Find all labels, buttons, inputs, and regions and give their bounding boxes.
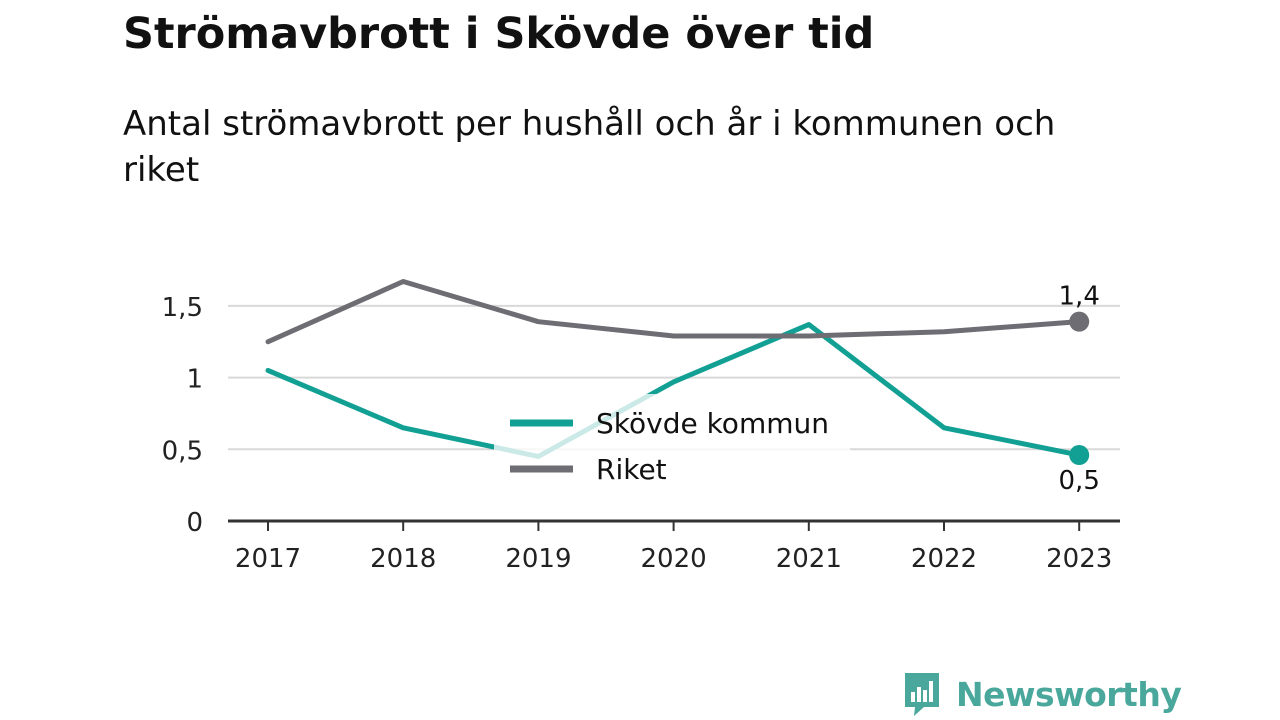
brand-logo: Newsworthy xyxy=(902,670,1182,718)
series-line-1 xyxy=(265,279,1082,345)
x-tick-label: 2022 xyxy=(911,544,977,574)
x-tick-label: 2021 xyxy=(776,544,842,574)
y-tick-label: 0 xyxy=(186,508,203,538)
chart-speech-bubble-icon xyxy=(905,673,939,716)
x-tick-label: 2023 xyxy=(1046,544,1112,574)
end-labels: 0,5 1,4 xyxy=(1059,282,1100,496)
chart-title: Strömavbrott i Skövde över tid xyxy=(123,9,875,59)
end-value-label: 1,4 xyxy=(1059,282,1100,312)
x-tick-label: 2018 xyxy=(370,544,436,574)
chart-subtitle: Antal strömavbrott per hushåll och år i … xyxy=(123,104,1056,190)
brand-name: Newsworthy xyxy=(956,674,1182,714)
end-value-label: 0,5 xyxy=(1059,466,1100,496)
y-tick-label: 1 xyxy=(186,365,203,395)
legend-background xyxy=(494,394,850,496)
x-tick-label: 2020 xyxy=(641,544,707,574)
series-line-0 xyxy=(265,322,1082,459)
x-tick-label: 2017 xyxy=(235,544,301,574)
legend-label: Skövde kommun xyxy=(596,407,829,440)
series-lines xyxy=(265,279,1082,459)
y-tick-label: 1,5 xyxy=(162,293,203,323)
y-tick-label: 0,5 xyxy=(162,436,203,466)
legend-label: Riket xyxy=(596,453,667,486)
legend: Skövde kommun Riket xyxy=(494,394,850,496)
x-axis: 2017 2018 2019 2020 2021 2022 2023 xyxy=(228,519,1120,574)
y-axis-ticks: 0 0,5 1 1,5 xyxy=(162,293,203,538)
end-point-1 xyxy=(1069,311,1090,332)
x-tick-label: 2019 xyxy=(505,544,571,574)
end-point-0 xyxy=(1069,445,1090,466)
